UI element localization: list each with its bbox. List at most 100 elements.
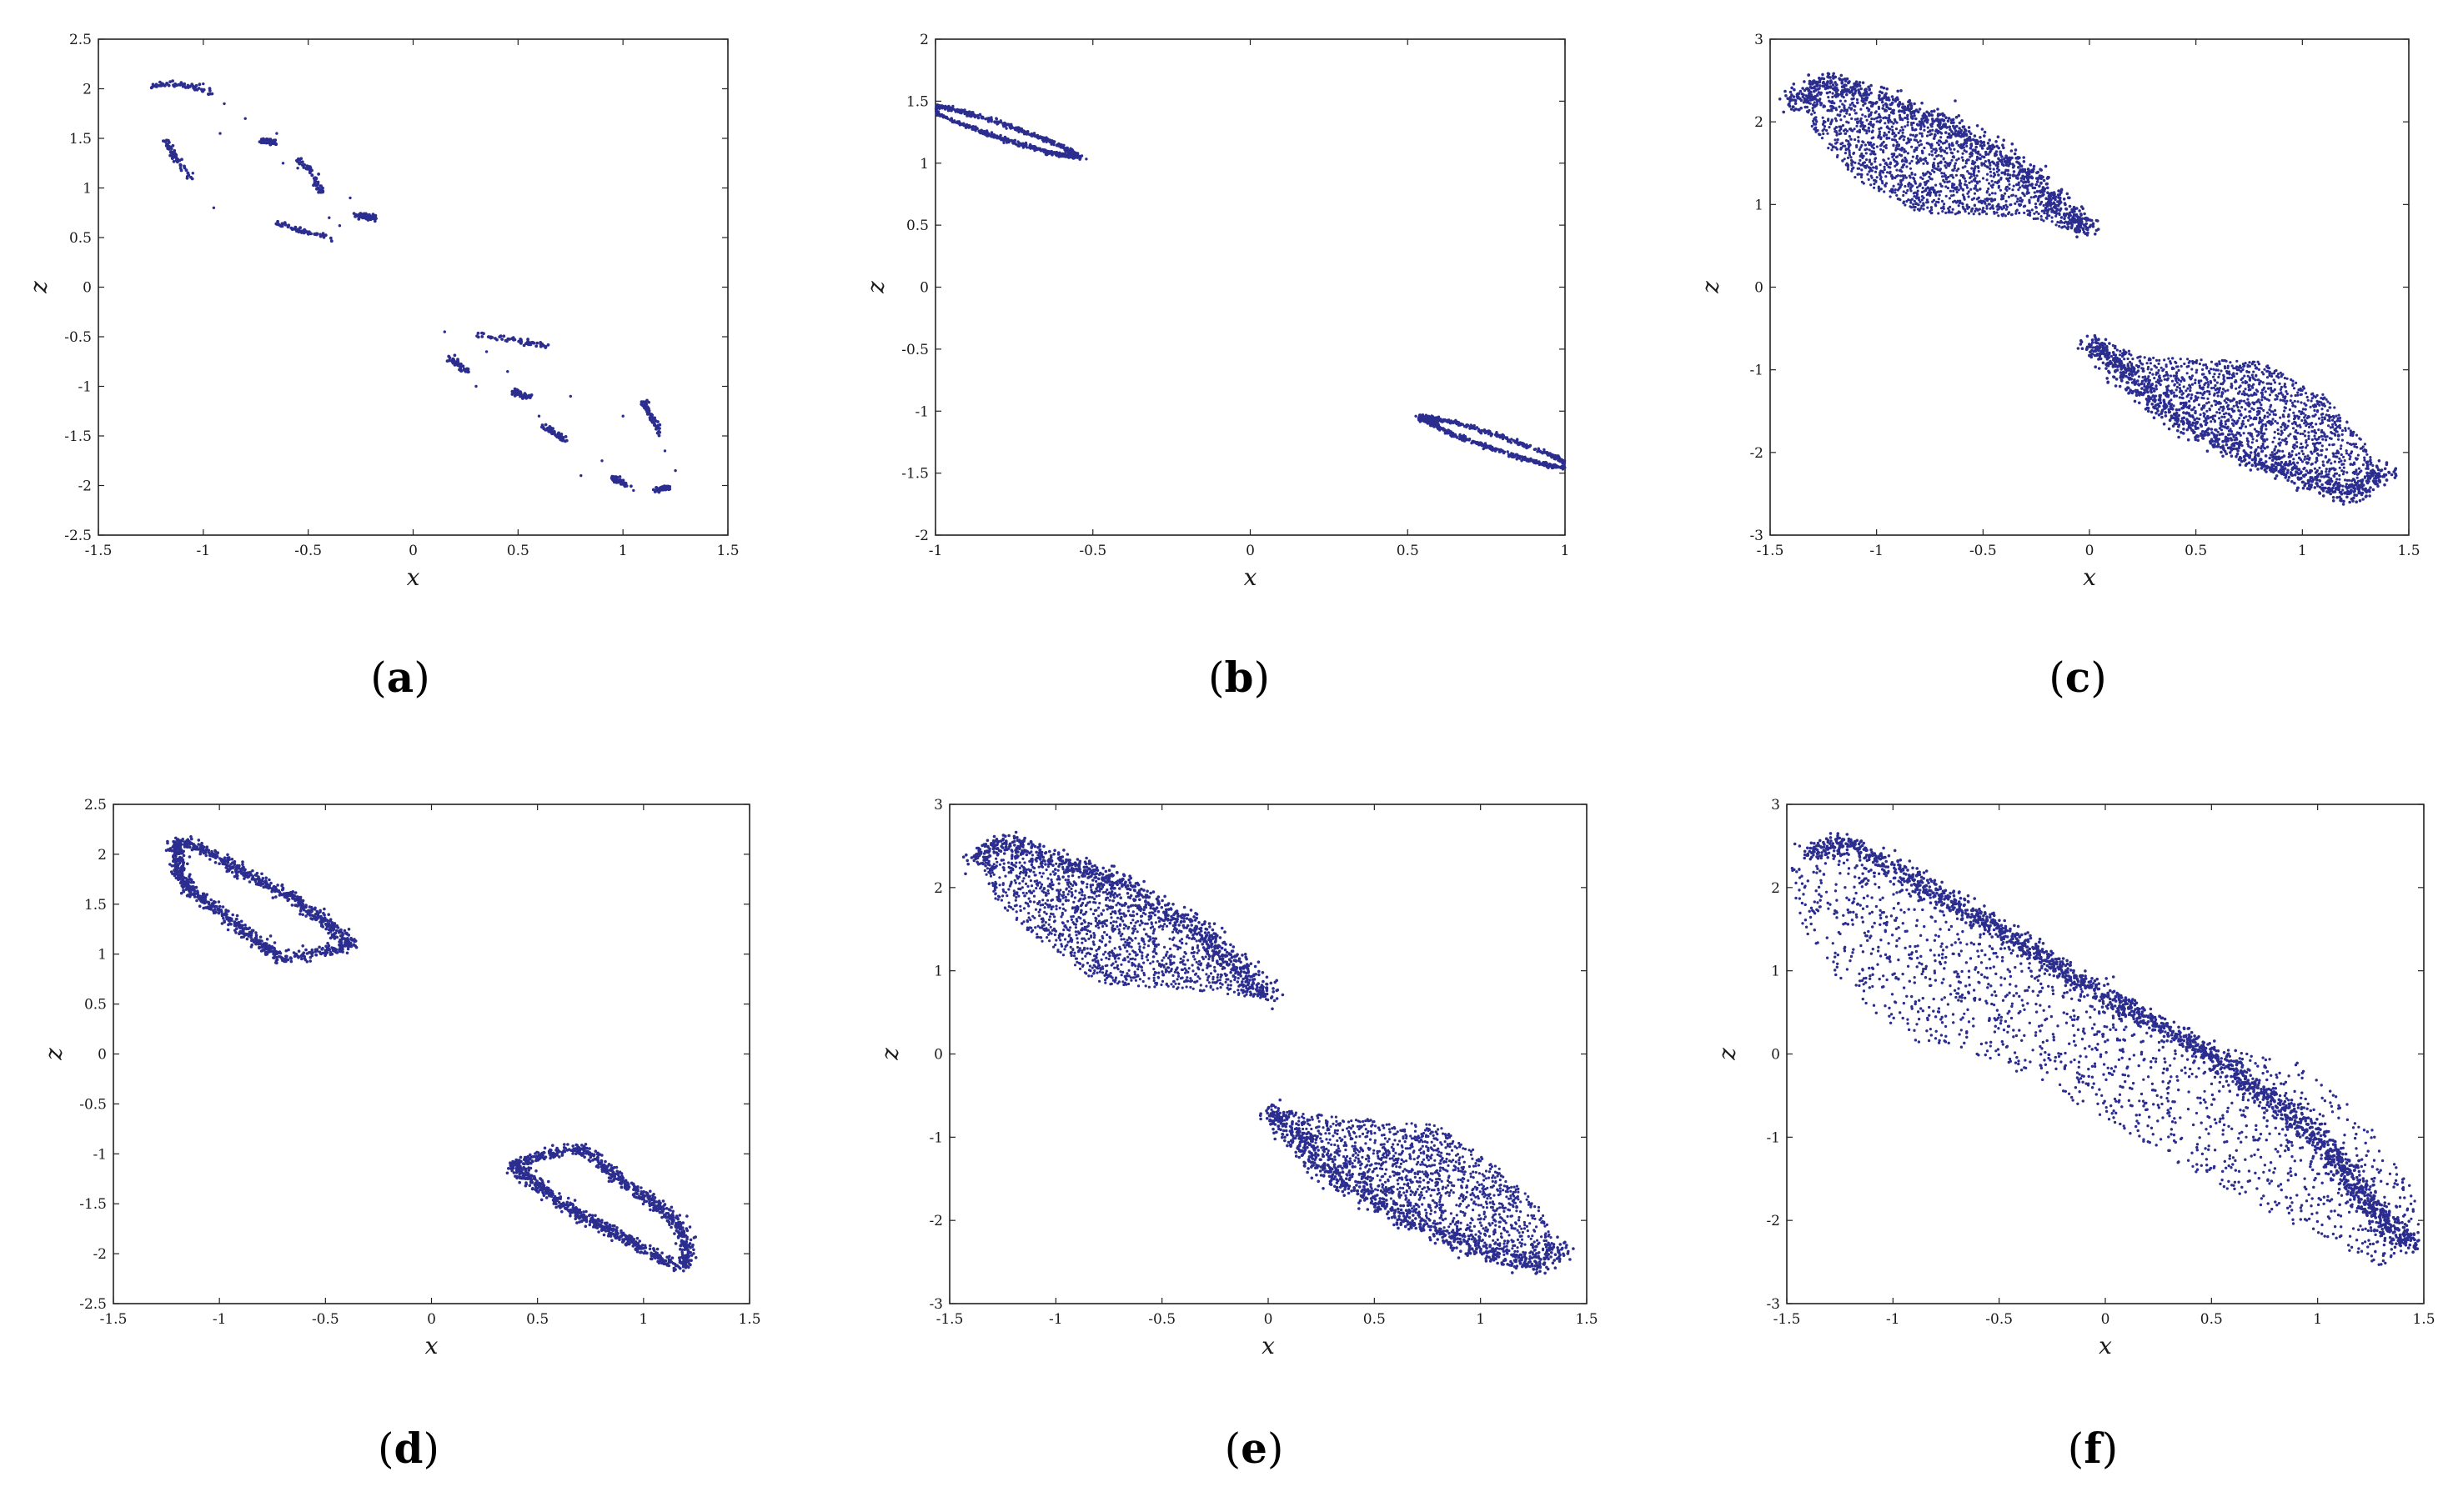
x-tick-label: 1 xyxy=(1561,543,1570,559)
data-point xyxy=(1920,198,1924,202)
data-point xyxy=(2047,176,2050,179)
data-point xyxy=(1805,95,1809,98)
data-point xyxy=(368,213,371,217)
data-point xyxy=(1853,108,1856,112)
data-point xyxy=(1839,143,1843,146)
data-point xyxy=(2056,220,2059,224)
data-point xyxy=(1522,443,1525,448)
data-point xyxy=(1878,98,1882,102)
data-point xyxy=(1808,102,1812,105)
data-point xyxy=(1932,166,1935,169)
data-point xyxy=(1868,148,1871,152)
data-point xyxy=(1961,205,1964,208)
data-point xyxy=(1830,148,1833,152)
data-point xyxy=(1026,130,1030,133)
data-point xyxy=(976,115,980,118)
data-point xyxy=(1867,178,1870,181)
data-point xyxy=(1883,159,1886,163)
y-tick-label: 0.5 xyxy=(906,218,929,234)
data-point xyxy=(198,83,202,87)
data-point xyxy=(958,121,961,124)
data-point xyxy=(480,335,484,338)
data-point xyxy=(1884,109,1889,113)
data-point xyxy=(1922,162,1925,165)
data-point xyxy=(1994,153,1997,157)
data-point xyxy=(1883,190,1886,193)
data-point xyxy=(1417,413,1422,417)
data-point xyxy=(1892,184,1895,188)
data-point xyxy=(1910,145,1914,148)
data-point xyxy=(1452,420,1456,423)
x-tick-label: -1.5 xyxy=(1757,543,1784,559)
data-point xyxy=(1943,149,1946,153)
data-point xyxy=(163,139,168,143)
data-point xyxy=(298,162,302,166)
data-point xyxy=(551,430,555,433)
y-tick-label: -0.5 xyxy=(64,329,92,346)
data-point xyxy=(656,420,660,423)
data-point xyxy=(2015,200,2019,203)
data-point xyxy=(1890,120,1894,123)
data-point xyxy=(1928,113,1931,118)
data-point xyxy=(1882,86,1886,90)
data-point xyxy=(1862,182,1865,185)
data-point xyxy=(2224,423,2227,426)
data-point xyxy=(1799,98,1803,103)
data-point xyxy=(1980,128,1984,131)
data-point xyxy=(1869,183,1873,187)
data-point xyxy=(1879,138,1883,141)
data-point xyxy=(448,356,452,360)
data-point xyxy=(2029,196,2033,199)
data-point xyxy=(2014,209,2018,213)
data-point xyxy=(2014,157,2018,160)
data-point xyxy=(2007,195,2010,198)
data-point xyxy=(1883,145,1886,148)
data-point xyxy=(1949,205,1952,208)
data-point xyxy=(1949,211,1952,214)
data-point xyxy=(1551,455,1554,458)
data-point xyxy=(2013,152,2017,156)
data-point xyxy=(1964,159,1968,163)
data-point xyxy=(1842,129,1846,133)
data-point xyxy=(1472,439,1475,443)
data-point xyxy=(985,133,988,137)
data-point xyxy=(1802,93,1805,97)
data-point xyxy=(544,428,548,432)
data-point xyxy=(950,108,953,111)
data-point xyxy=(2044,164,2048,168)
data-point xyxy=(1950,194,1954,198)
data-point xyxy=(2198,363,2201,366)
data-point xyxy=(276,219,279,223)
data-point xyxy=(1962,125,1965,129)
data-point xyxy=(2039,215,2043,218)
data-point xyxy=(1526,458,1530,461)
data-point xyxy=(1997,173,2000,177)
data-point xyxy=(1834,119,1838,123)
data-point xyxy=(1445,432,1449,435)
data-point xyxy=(1904,125,1907,128)
data-point xyxy=(2038,189,2042,193)
data-point xyxy=(1902,106,1905,110)
data-point xyxy=(1996,165,1999,168)
data-point xyxy=(2170,379,2175,383)
data-point xyxy=(1985,207,1989,210)
data-point xyxy=(1955,140,1959,143)
data-point xyxy=(1796,95,1800,99)
x-tick-label: 1 xyxy=(619,543,628,559)
y-tick-label: 0 xyxy=(920,280,929,297)
data-point xyxy=(1811,109,1815,113)
data-point xyxy=(1999,176,2003,180)
data-point xyxy=(1968,181,1971,184)
data-point xyxy=(1495,431,1498,434)
data-point xyxy=(1836,138,1839,142)
data-point xyxy=(2022,160,2026,163)
data-point xyxy=(1465,423,1468,428)
data-point xyxy=(457,363,461,368)
data-point xyxy=(1957,157,1960,160)
data-point xyxy=(1831,95,1834,98)
data-point xyxy=(1939,113,1942,117)
data-point xyxy=(1844,132,1848,135)
data-point xyxy=(2035,210,2039,213)
data-point xyxy=(1863,98,1867,102)
data-point xyxy=(1457,423,1461,426)
